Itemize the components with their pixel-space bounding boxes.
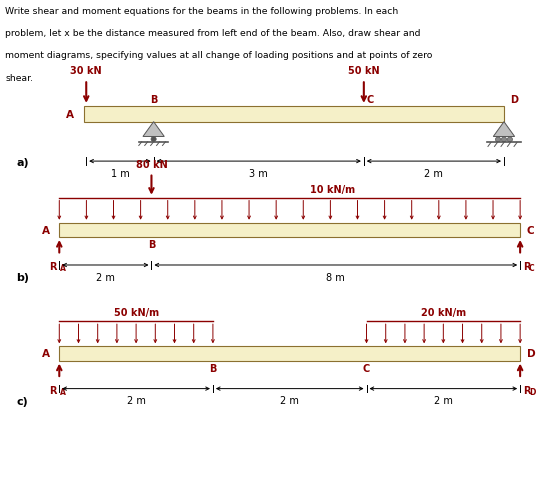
Circle shape: [495, 138, 501, 143]
Bar: [59, 347, 520, 361]
Text: c): c): [16, 396, 28, 406]
Circle shape: [151, 137, 156, 142]
Text: 1 m: 1 m: [110, 168, 129, 179]
Text: 2 m: 2 m: [434, 396, 453, 406]
Text: R: R: [523, 385, 530, 395]
Text: problem, let x be the distance measured from left end of the beam. Also, draw sh: problem, let x be the distance measured …: [5, 29, 421, 38]
Text: 2 m: 2 m: [280, 396, 299, 406]
Text: 30 kN: 30 kN: [71, 66, 102, 76]
Text: R: R: [523, 262, 530, 272]
Text: D: D: [529, 387, 535, 396]
Text: C: C: [363, 363, 370, 373]
Text: A: A: [42, 226, 50, 235]
Text: D: D: [527, 349, 535, 359]
Text: Write shear and moment equations for the beams in the following problems. In eac: Write shear and moment equations for the…: [5, 7, 399, 16]
Text: D: D: [510, 95, 519, 105]
Text: 2 m: 2 m: [96, 272, 115, 282]
Text: A: A: [42, 349, 50, 359]
Text: moment diagrams, specifying values at all change of loading positions and at poi: moment diagrams, specifying values at al…: [5, 51, 433, 60]
Text: 2 m: 2 m: [424, 168, 444, 179]
Text: B: B: [209, 363, 217, 373]
Circle shape: [507, 138, 513, 143]
Circle shape: [501, 138, 507, 143]
Text: B: B: [148, 240, 155, 250]
Text: b): b): [16, 273, 29, 283]
Text: 50 kN/m: 50 kN/m: [114, 308, 158, 318]
Text: R: R: [49, 385, 57, 395]
Text: 2 m: 2 m: [127, 396, 146, 406]
Text: A: A: [60, 264, 66, 273]
Text: C: C: [527, 226, 534, 235]
Text: 8 m: 8 m: [327, 272, 345, 282]
Text: R: R: [49, 262, 57, 272]
Text: C: C: [529, 264, 534, 273]
Bar: [59, 223, 520, 238]
Text: 3 m: 3 m: [250, 168, 268, 179]
Text: shear.: shear.: [5, 73, 33, 83]
Text: A: A: [66, 109, 74, 120]
Text: B: B: [150, 95, 157, 105]
Text: 50 kN: 50 kN: [348, 66, 379, 76]
Polygon shape: [143, 122, 164, 137]
Text: 80 kN: 80 kN: [136, 159, 167, 169]
Text: C: C: [367, 95, 374, 105]
Polygon shape: [493, 122, 515, 137]
Bar: [84, 107, 504, 122]
Text: A: A: [60, 387, 66, 396]
Text: 20 kN/m: 20 kN/m: [421, 308, 466, 318]
Text: 10 kN/m: 10 kN/m: [310, 184, 355, 194]
Text: a): a): [16, 157, 29, 168]
